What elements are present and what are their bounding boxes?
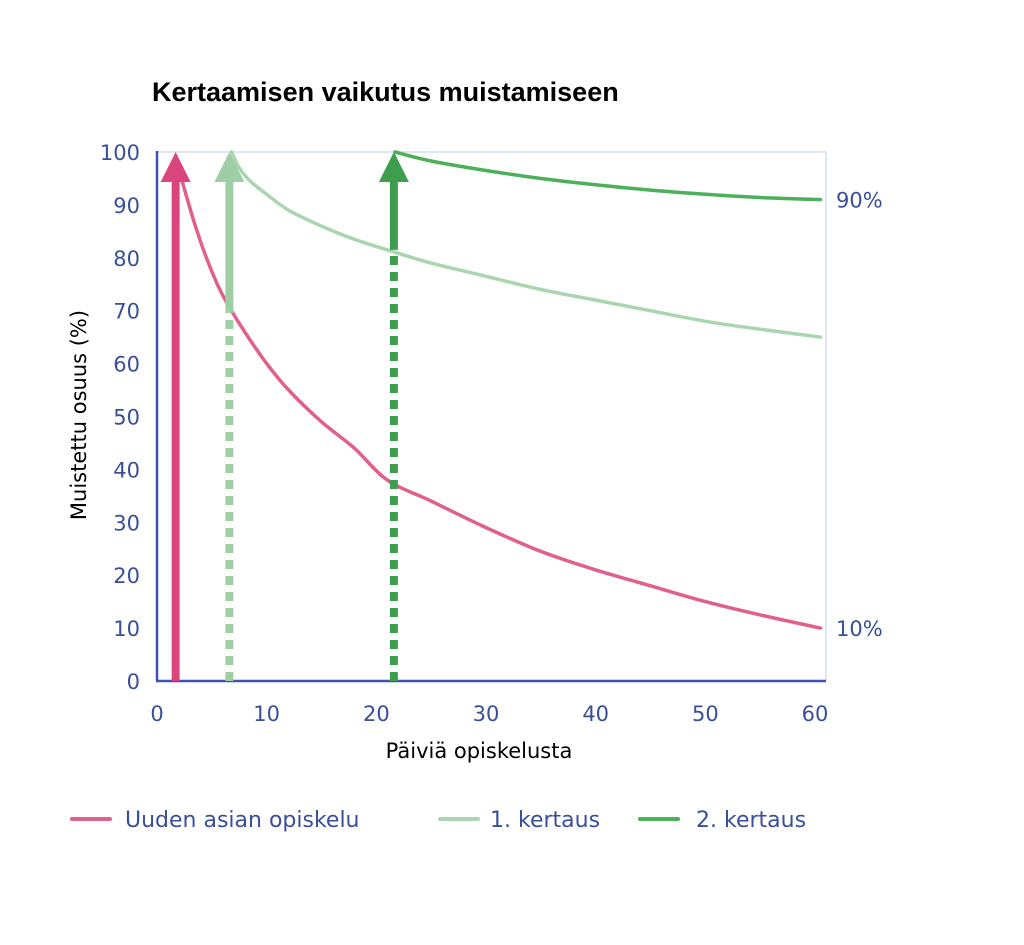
series-lines: [173, 150, 823, 630]
end-value-label: 90%: [836, 189, 883, 213]
y-axis-ticks: 0 10 20 30 40 50 60 70 80 90 100: [100, 141, 140, 694]
series-line: [173, 155, 823, 630]
chart-title: Kertaamisen vaikutus muistamiseen: [152, 77, 619, 107]
end-value-label: 10%: [836, 617, 883, 641]
review-arrow-head: [378, 152, 409, 182]
legend-item: Uuden asian opiskelu: [70, 808, 360, 833]
x-tick-label: 50: [692, 702, 719, 726]
legend-label: Uuden asian opiskelu: [125, 808, 360, 833]
x-axis-ticks: 0 10 20 30 40 50 60: [150, 702, 828, 726]
legend-label: 2. kertaus: [696, 808, 806, 833]
x-tick-label: 40: [582, 702, 609, 726]
y-axis-label: Muistettu osuus (%): [67, 310, 91, 520]
end-labels: 90% 10%: [836, 189, 883, 641]
legend-item: 2. kertaus: [638, 808, 806, 833]
y-tick-label: 0: [127, 670, 140, 694]
y-tick-label: 100: [100, 141, 140, 165]
y-tick-label: 70: [113, 300, 140, 324]
x-tick-label: 20: [363, 702, 390, 726]
y-tick-label: 40: [113, 458, 140, 482]
y-tick-label: 90: [113, 194, 140, 218]
legend-item: 1. kertaus: [438, 808, 600, 833]
y-tick-label: 60: [113, 353, 140, 377]
legend: Uuden asian opiskelu 1. kertaus 2. kertaus: [70, 808, 806, 833]
review-arrows: [160, 152, 409, 681]
y-tick-label: 10: [113, 617, 140, 641]
plot-frame: [155, 151, 827, 683]
review-arrow-head: [160, 152, 191, 182]
y-tick-label: 30: [113, 511, 140, 535]
y-tick-label: 20: [113, 564, 140, 588]
x-axis-label: Päiviä opiskelusta: [386, 739, 573, 763]
x-tick-label: 30: [473, 702, 500, 726]
x-tick-label: 10: [253, 702, 280, 726]
series-line: [393, 150, 823, 202]
review-arrow-head: [214, 152, 245, 182]
y-tick-label: 80: [113, 247, 140, 271]
y-tick-label: 50: [113, 406, 140, 430]
series-line: [229, 150, 823, 339]
x-tick-label: 60: [802, 702, 829, 726]
x-tick-label: 0: [150, 702, 163, 726]
legend-label: 1. kertaus: [490, 808, 600, 833]
